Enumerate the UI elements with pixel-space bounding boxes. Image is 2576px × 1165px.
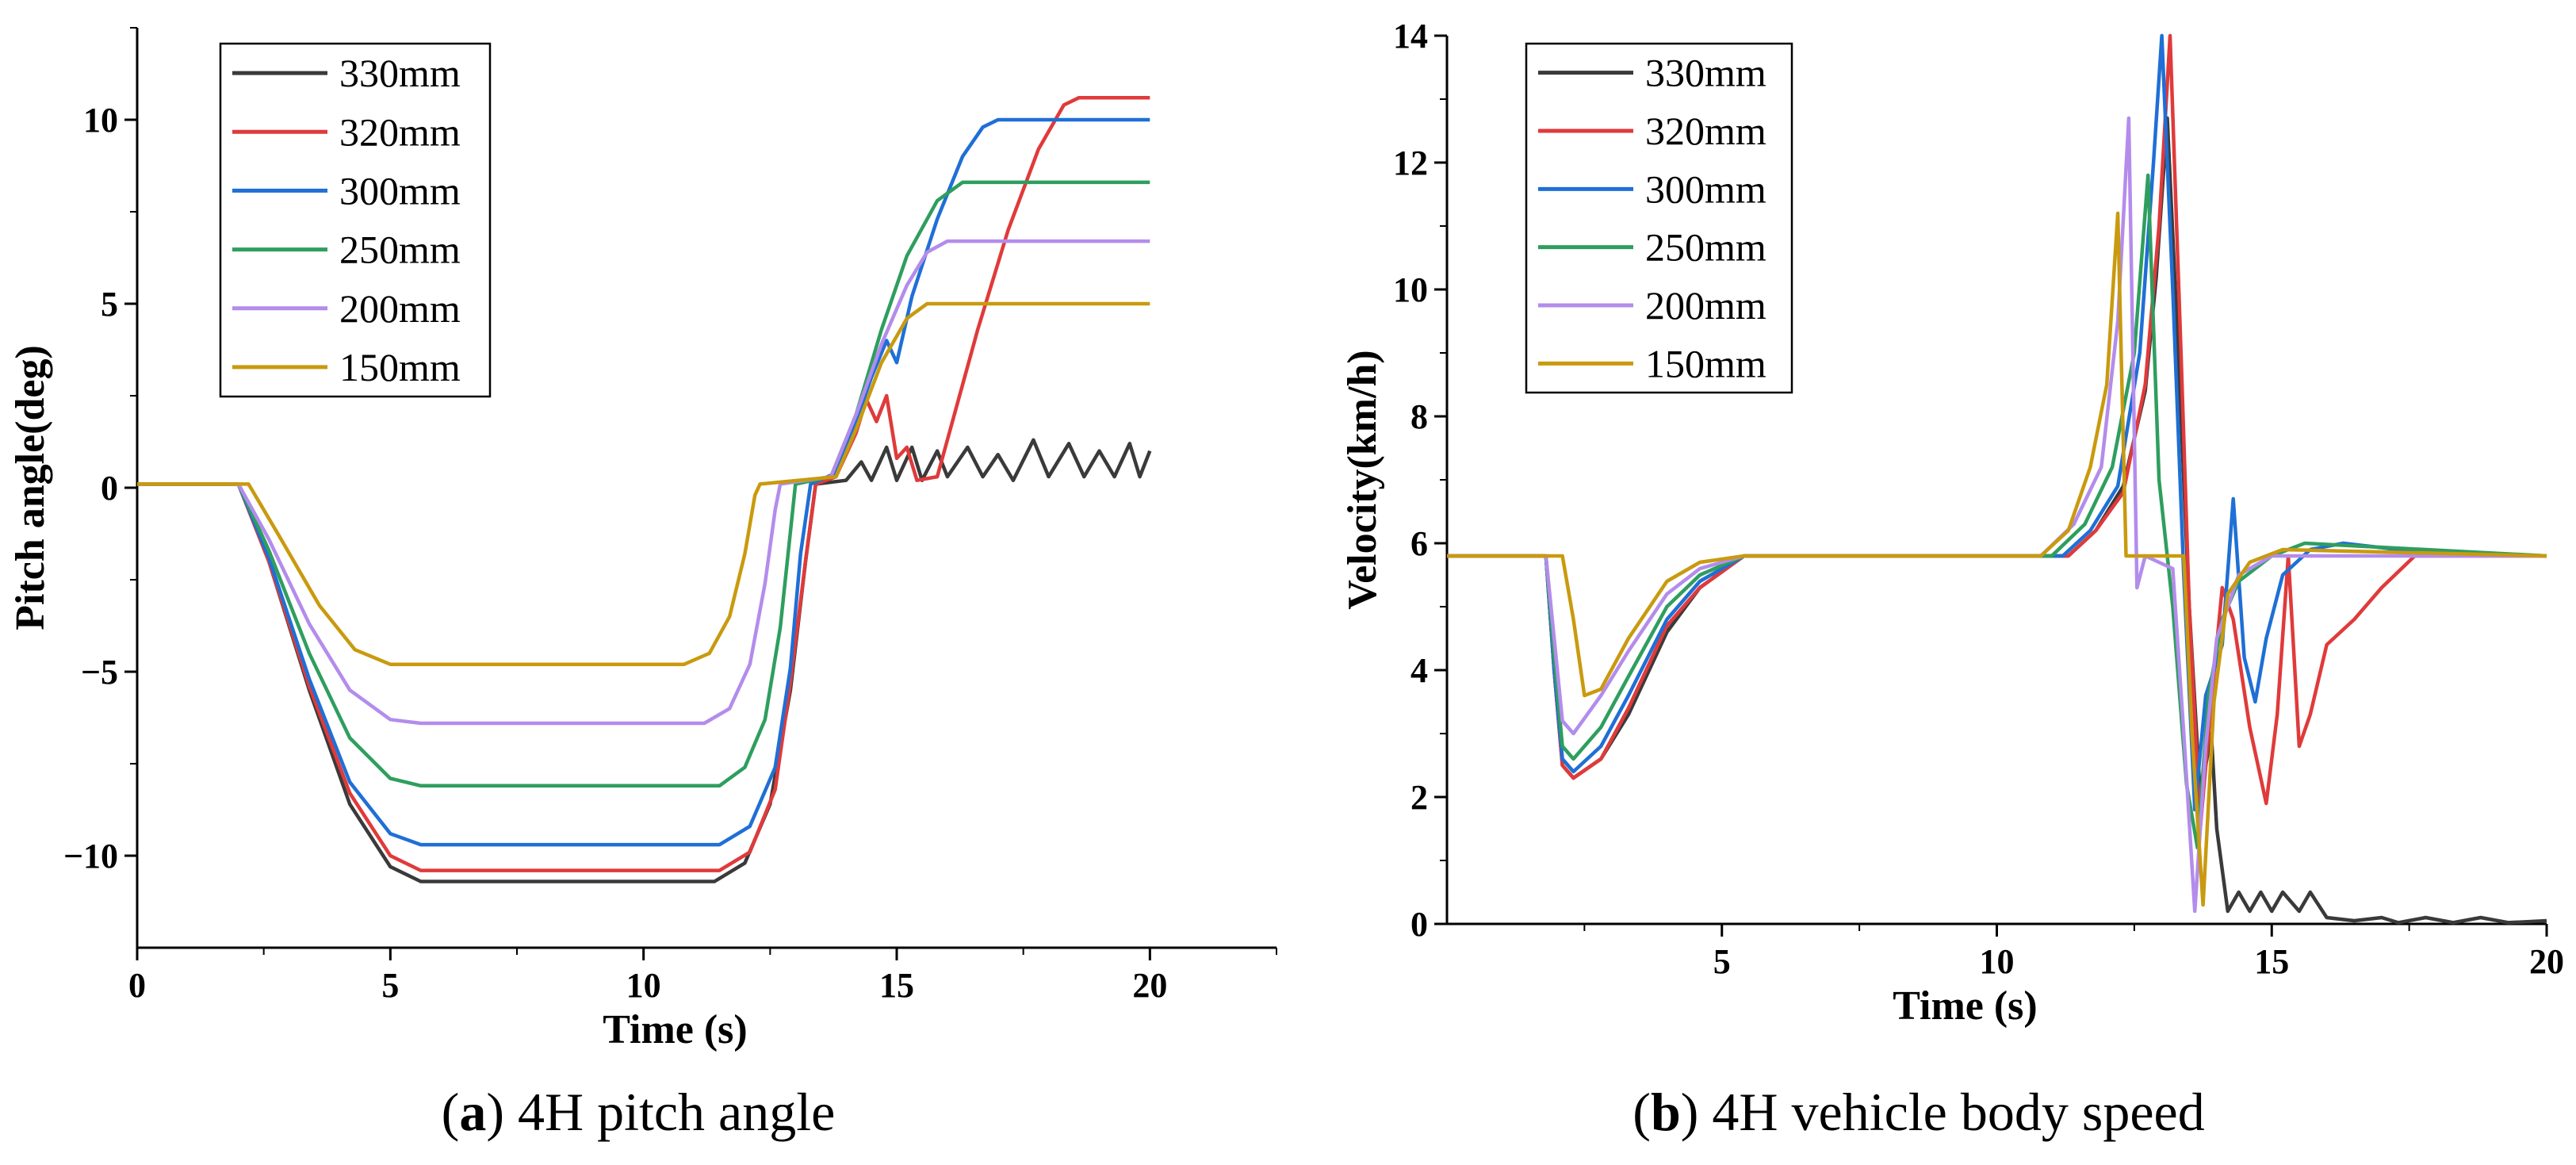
x-tick-label: 10 bbox=[626, 966, 661, 1005]
legend-label: 330mm bbox=[339, 51, 461, 95]
legend-label: 250mm bbox=[1645, 225, 1766, 270]
legend-label: 150mm bbox=[339, 345, 461, 389]
y-axis-title: Pitch angle(deg) bbox=[8, 345, 53, 630]
y-tick-label: −10 bbox=[63, 837, 118, 876]
pitch-angle-chart: −10 −5 0 5 10 0 5 10 15 20 330mm 320mm 300mm 250mm 200… bbox=[8, 27, 1277, 1142]
y-axis-title: Velocity(km/h) bbox=[1340, 350, 1385, 609]
x-tick-label: 20 bbox=[1132, 966, 1167, 1005]
x-tick-label: 15 bbox=[2254, 942, 2289, 981]
legend-label: 330mm bbox=[1645, 51, 1766, 95]
series-line-320mm bbox=[1447, 33, 2547, 831]
series-line-300mm bbox=[137, 117, 1150, 847]
x-tick-label: 10 bbox=[1980, 942, 2015, 981]
series-line-150mm bbox=[1447, 211, 2547, 907]
y-tick-label: 10 bbox=[83, 101, 118, 140]
legend-label: 300mm bbox=[1645, 167, 1766, 211]
y-tick-label: 10 bbox=[1393, 270, 1428, 309]
series-line-250mm bbox=[137, 180, 1150, 788]
y-tick-label: 8 bbox=[1410, 397, 1428, 436]
x-axis-title: Time (s) bbox=[603, 1007, 747, 1052]
legend-label: 150mm bbox=[1645, 341, 1766, 385]
legend-label: 300mm bbox=[339, 168, 461, 213]
y-tick-label: 5 bbox=[101, 285, 118, 324]
series-line-330mm bbox=[137, 438, 1152, 883]
y-tick-label: 12 bbox=[1393, 144, 1428, 182]
legend-label: 200mm bbox=[1645, 283, 1766, 328]
legend-label: 250mm bbox=[339, 228, 461, 272]
velocity-chart: 0 2 4 6 8 10 12 14 5 10 15 20 330mm 320mm 300mm 250mm 20… bbox=[1340, 17, 2564, 1142]
y-tick-label: 2 bbox=[1410, 778, 1428, 817]
legend-label: 320mm bbox=[339, 109, 461, 154]
x-tick-label: 5 bbox=[1713, 942, 1731, 981]
series-line-300mm bbox=[1447, 33, 2547, 812]
x-tick-label: 5 bbox=[381, 966, 399, 1005]
legend-label: 320mm bbox=[1645, 109, 1766, 153]
y-tick-label: 4 bbox=[1410, 651, 1428, 690]
series-line-200mm bbox=[1447, 116, 2547, 914]
y-tick-label: 14 bbox=[1393, 17, 1428, 56]
x-tick-label: 20 bbox=[2529, 942, 2564, 981]
y-tick-label: 6 bbox=[1410, 524, 1428, 563]
legend-box bbox=[219, 42, 492, 398]
series-line-150mm bbox=[137, 301, 1150, 666]
y-tick-label: 0 bbox=[1410, 905, 1428, 944]
x-axis-title: Time (s) bbox=[1893, 983, 2037, 1029]
chart-caption: (b) 4H vehicle body speed bbox=[1632, 1082, 2204, 1142]
series-line-200mm bbox=[137, 239, 1150, 726]
x-tick-label: 0 bbox=[128, 966, 146, 1005]
x-tick-label: 15 bbox=[879, 966, 914, 1005]
y-tick-label: −5 bbox=[81, 653, 118, 692]
chart-caption: (a) 4H pitch angle bbox=[442, 1082, 836, 1142]
legend-box bbox=[1525, 42, 1793, 394]
y-tick-label: 0 bbox=[101, 469, 118, 508]
legend-label: 200mm bbox=[339, 286, 461, 331]
